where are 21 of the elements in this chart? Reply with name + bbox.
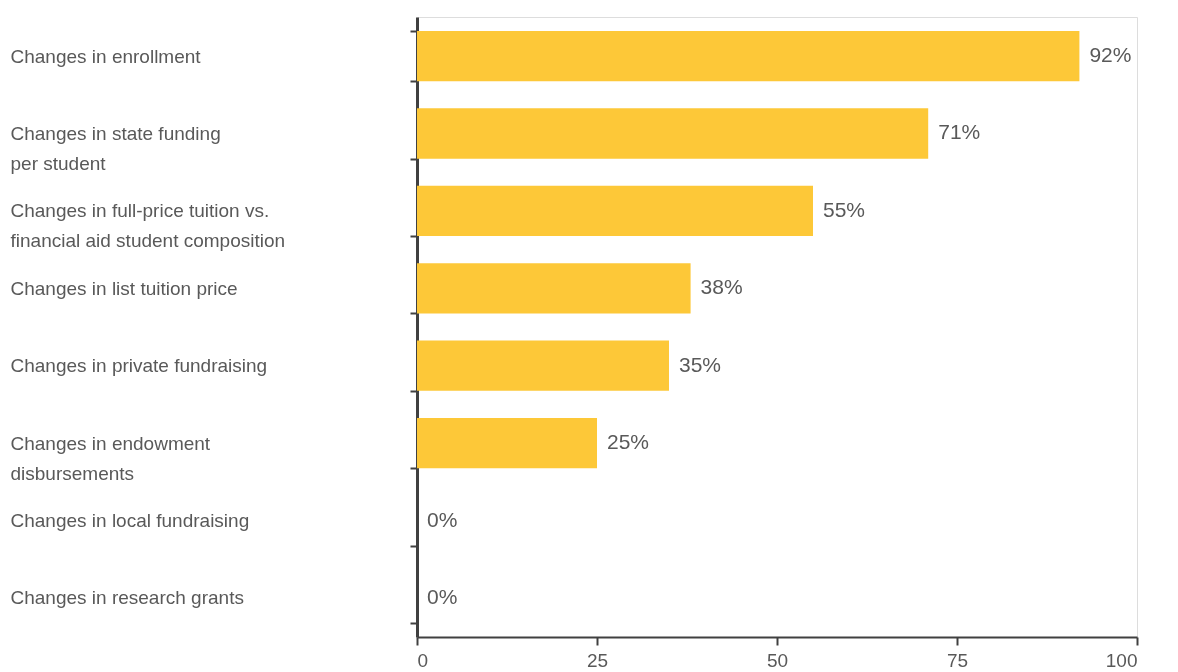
y-tick-label: Changes in enrollment bbox=[10, 45, 202, 67]
data-label: 0% bbox=[427, 584, 458, 608]
data-label: 0% bbox=[427, 507, 458, 531]
y-tick-label: Changes in state funding per student bbox=[10, 122, 221, 174]
x-tick-label: 100 bbox=[1105, 649, 1138, 671]
x-tick-label: 0 bbox=[417, 649, 429, 671]
data-label: 35% bbox=[679, 352, 722, 376]
y-tick-label: Changes in endowment disbursements bbox=[10, 432, 211, 484]
data-label: 25% bbox=[607, 430, 650, 454]
data-label: 71% bbox=[938, 120, 981, 144]
y-tick-label: Changes in local fundraising bbox=[10, 510, 250, 532]
y-tick-label: Changes in full-price tuition vs. financial aid student composition bbox=[10, 200, 286, 252]
y-tick-label: Changes in private fundraising bbox=[10, 355, 268, 377]
x-tick-label: 25 bbox=[586, 649, 609, 671]
data-label: 92% bbox=[1089, 43, 1132, 67]
data-label: 38% bbox=[700, 275, 743, 299]
data-label: 55% bbox=[823, 197, 866, 221]
x-tick-label: 50 bbox=[766, 649, 789, 671]
x-tick-label: 75 bbox=[946, 649, 969, 671]
y-tick-label: Changes in list tuition price bbox=[10, 277, 238, 299]
y-tick-label: Changes in research grants bbox=[10, 587, 244, 609]
